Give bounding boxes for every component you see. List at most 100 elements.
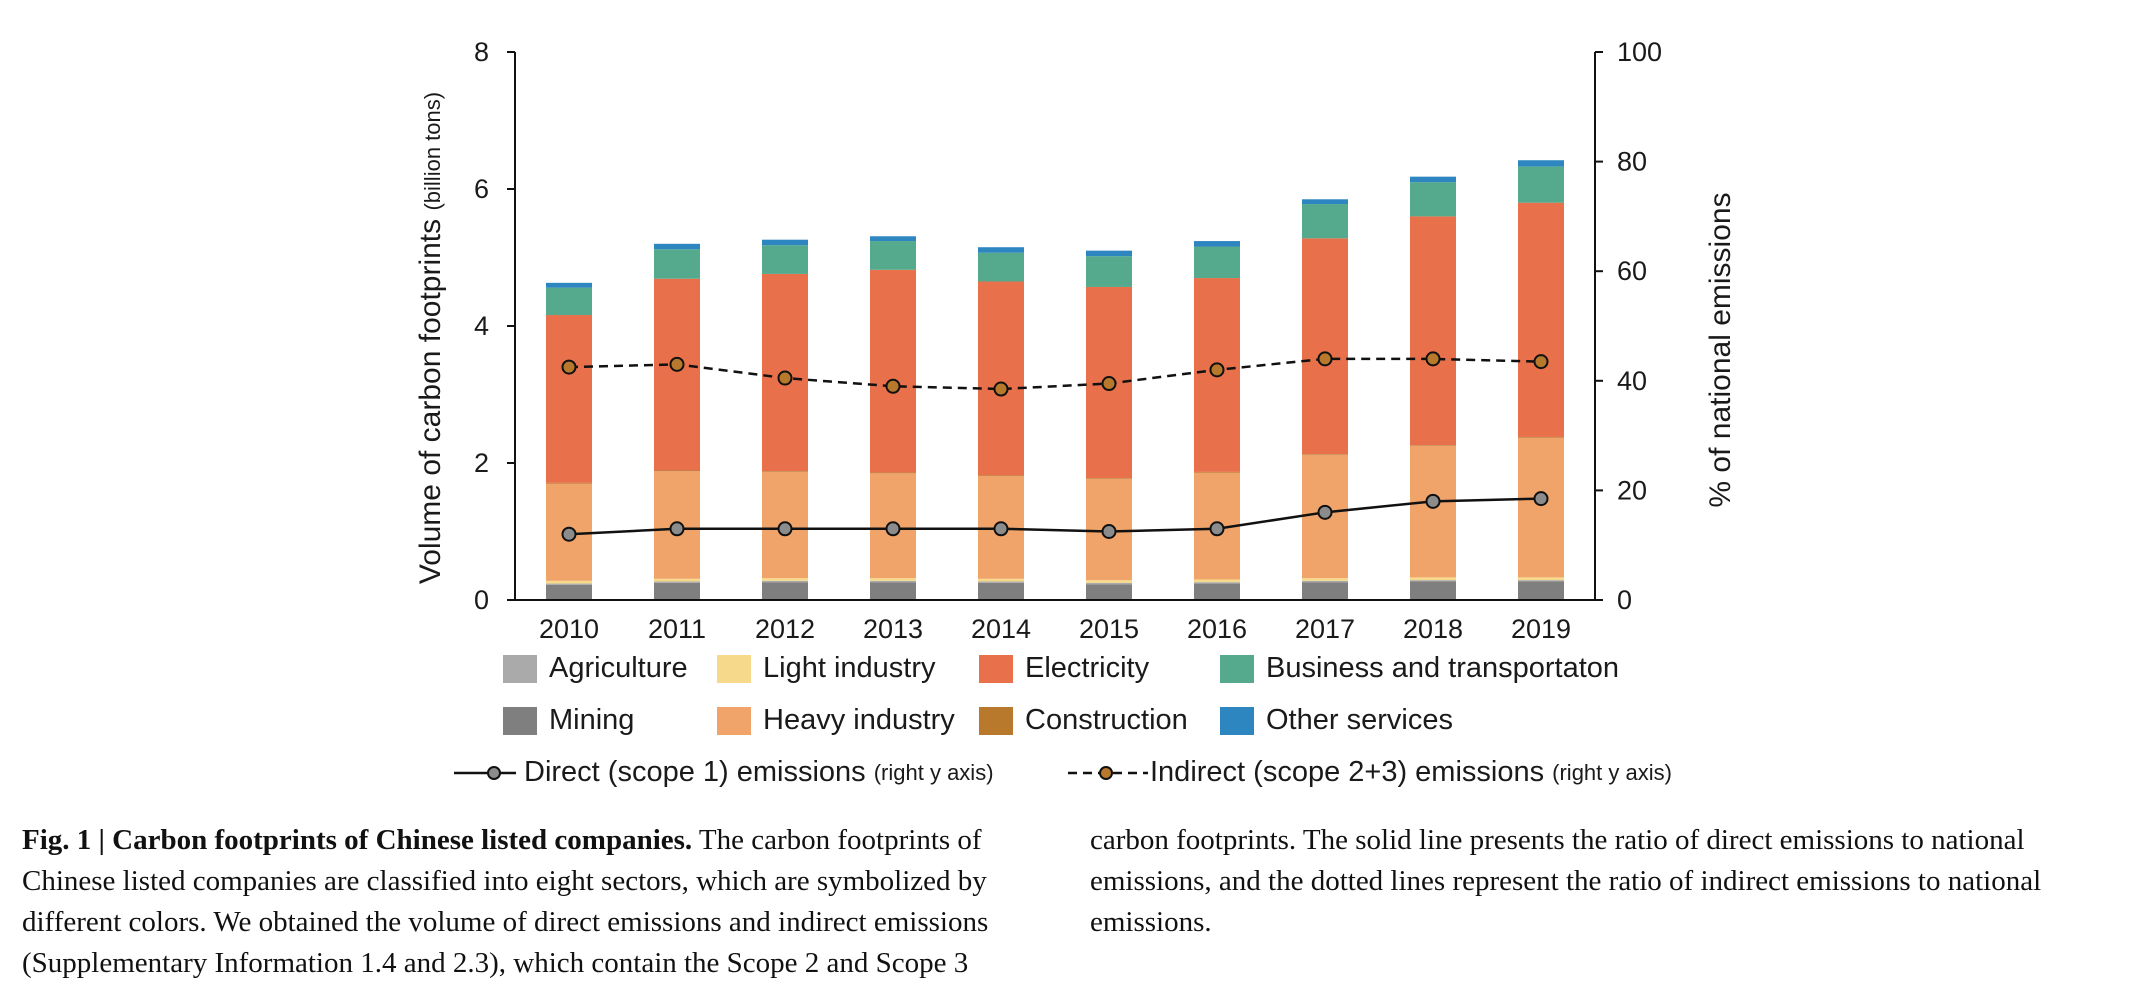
- bar-2017-construction: [1302, 454, 1348, 455]
- bar-2010-light-industry: [546, 580, 592, 584]
- legend-business-transport: Business and transportaton: [1220, 652, 1619, 685]
- bar-2016-other-services: [1194, 241, 1240, 247]
- point-direct-2011: [669, 521, 685, 537]
- bar-2010-mining: [546, 584, 592, 600]
- legend-axis-note: (right y axis): [873, 759, 994, 785]
- swatch-other-services: [1220, 706, 1254, 735]
- bar-2015-business-and-transportaton: [1086, 256, 1132, 287]
- y2-tick-label: 100: [1617, 37, 1662, 67]
- bar-2014-agriculture: [978, 581, 1024, 583]
- bar-2016-mining: [1194, 583, 1240, 600]
- caption-line: emissions, and the dotted lines represen…: [1090, 865, 2042, 897]
- legend-label: Indirect (scope 2+3) emissions: [1150, 756, 1545, 788]
- point-indirect-2016: [1209, 362, 1225, 378]
- bar-2014-electricity: [978, 281, 1024, 476]
- point-indirect-2011: [669, 356, 685, 372]
- point-direct-2017: [1317, 504, 1333, 520]
- bar-2019-electricity: [1518, 202, 1564, 437]
- figure-caption-left: Fig. 1 | Carbon footprints of Chinese li…: [22, 820, 1082, 984]
- bar-2011-construction: [654, 470, 700, 472]
- legend-mining: Mining: [503, 704, 634, 737]
- bar-2015-other-services: [1086, 250, 1132, 257]
- legend-label: Direct (scope 1) emissions: [524, 756, 866, 788]
- bar-2018-construction: [1410, 445, 1456, 446]
- bar-2012-other-services: [762, 239, 808, 246]
- bar-2017-agriculture: [1302, 580, 1348, 583]
- bar-2015-light-industry: [1086, 580, 1132, 583]
- bar-2012-mining: [762, 582, 808, 600]
- bar-2010-other-services: [546, 282, 592, 288]
- bar-2012-agriculture: [762, 580, 808, 583]
- swatch-light-industry: [717, 654, 751, 683]
- y2-tick-label: 20: [1617, 475, 1647, 505]
- bar-2016-construction: [1194, 471, 1240, 473]
- legend-agriculture: Agriculture: [503, 652, 688, 685]
- bar-2011-light-industry: [654, 578, 700, 582]
- y2-axis-title: % of national emissions: [1704, 192, 1737, 507]
- legend-heavy-industry: Heavy industry: [717, 704, 955, 737]
- legend-label: Other services: [1266, 704, 1453, 736]
- x-tick-label: 2016: [1187, 614, 1247, 644]
- bar-2010-electricity: [546, 315, 592, 483]
- bar-2011-business-and-transportaton: [654, 249, 700, 279]
- point-direct-2013: [885, 521, 901, 537]
- bar-2018-heavy-industry: [1410, 445, 1456, 578]
- solid-line-marker-icon: [454, 765, 516, 780]
- legend-label: Construction: [1025, 704, 1188, 736]
- bar-2011-electricity: [654, 278, 700, 471]
- legend-light-industry: Light industry: [717, 652, 936, 685]
- bar-2013-light-industry: [870, 578, 916, 581]
- bar-2011-agriculture: [654, 581, 700, 583]
- swatch-business-transport: [1220, 654, 1254, 683]
- point-indirect-2018: [1425, 351, 1441, 367]
- bar-2017-light-industry: [1302, 578, 1348, 581]
- bar-2013-other-services: [870, 236, 916, 242]
- y2-tick-label: 40: [1617, 366, 1647, 396]
- legend-label: Electricity: [1025, 652, 1150, 684]
- legend-label: Agriculture: [549, 652, 688, 684]
- y-tick-label: 6: [474, 174, 489, 204]
- x-tick-label: 2013: [863, 614, 923, 644]
- bar-2018-electricity: [1410, 216, 1456, 446]
- bar-2019-light-industry: [1518, 577, 1564, 581]
- swatch-construction: [979, 706, 1013, 735]
- figure-caption-right: carbon footprints. The solid line presen…: [1090, 820, 2140, 943]
- y2-tick-label: 80: [1617, 147, 1647, 177]
- point-indirect-2015: [1101, 376, 1117, 392]
- legend-other-services: Other services: [1220, 704, 1453, 737]
- bar-2019-other-services: [1518, 160, 1564, 167]
- y-tick-label: 0: [474, 585, 489, 615]
- bar-2019-heavy-industry: [1518, 437, 1564, 578]
- caption-line: carbon footprints. The solid line presen…: [1090, 824, 2025, 856]
- bar-2014-other-services: [978, 247, 1024, 253]
- bar-2014-light-industry: [978, 578, 1024, 582]
- bar-2013-electricity: [870, 269, 916, 473]
- bar-2018-light-industry: [1410, 577, 1456, 581]
- bar-2015-agriculture: [1086, 582, 1132, 585]
- bar-2019-construction: [1518, 436, 1564, 438]
- bar-2012-business-and-transportaton: [762, 245, 808, 274]
- dashed-line-marker-icon: [1068, 765, 1148, 780]
- bar-2018-agriculture: [1410, 580, 1456, 582]
- bar-2010-construction: [546, 482, 592, 484]
- legend-label: Business and transportaton: [1266, 652, 1620, 684]
- bar-2017-mining: [1302, 582, 1348, 600]
- caption-line: (Supplementary Information 1.4 and 2.3),…: [22, 947, 969, 979]
- bar-2014-business-and-transportaton: [978, 252, 1024, 282]
- bar-2010-business-and-transportaton: [546, 287, 592, 316]
- bar-2014-construction: [978, 475, 1024, 477]
- point-direct-2014: [993, 521, 1009, 537]
- point-indirect-2010: [561, 359, 577, 375]
- swatch-electricity: [979, 654, 1013, 683]
- caption-line: The carbon footprints of: [692, 824, 982, 856]
- y2-tick-label: 60: [1617, 256, 1647, 286]
- bar-2017-other-services: [1302, 199, 1348, 205]
- point-indirect-2014: [993, 381, 1009, 397]
- swatch-heavy-industry: [717, 706, 751, 735]
- bar-2018-other-services: [1410, 176, 1456, 183]
- bar-2012-construction: [762, 471, 808, 472]
- legend-axis-note: (right y axis): [1552, 759, 1672, 785]
- line-indirect: [568, 357, 1542, 391]
- lines-layer: [561, 351, 1549, 542]
- bar-2011-other-services: [654, 243, 700, 250]
